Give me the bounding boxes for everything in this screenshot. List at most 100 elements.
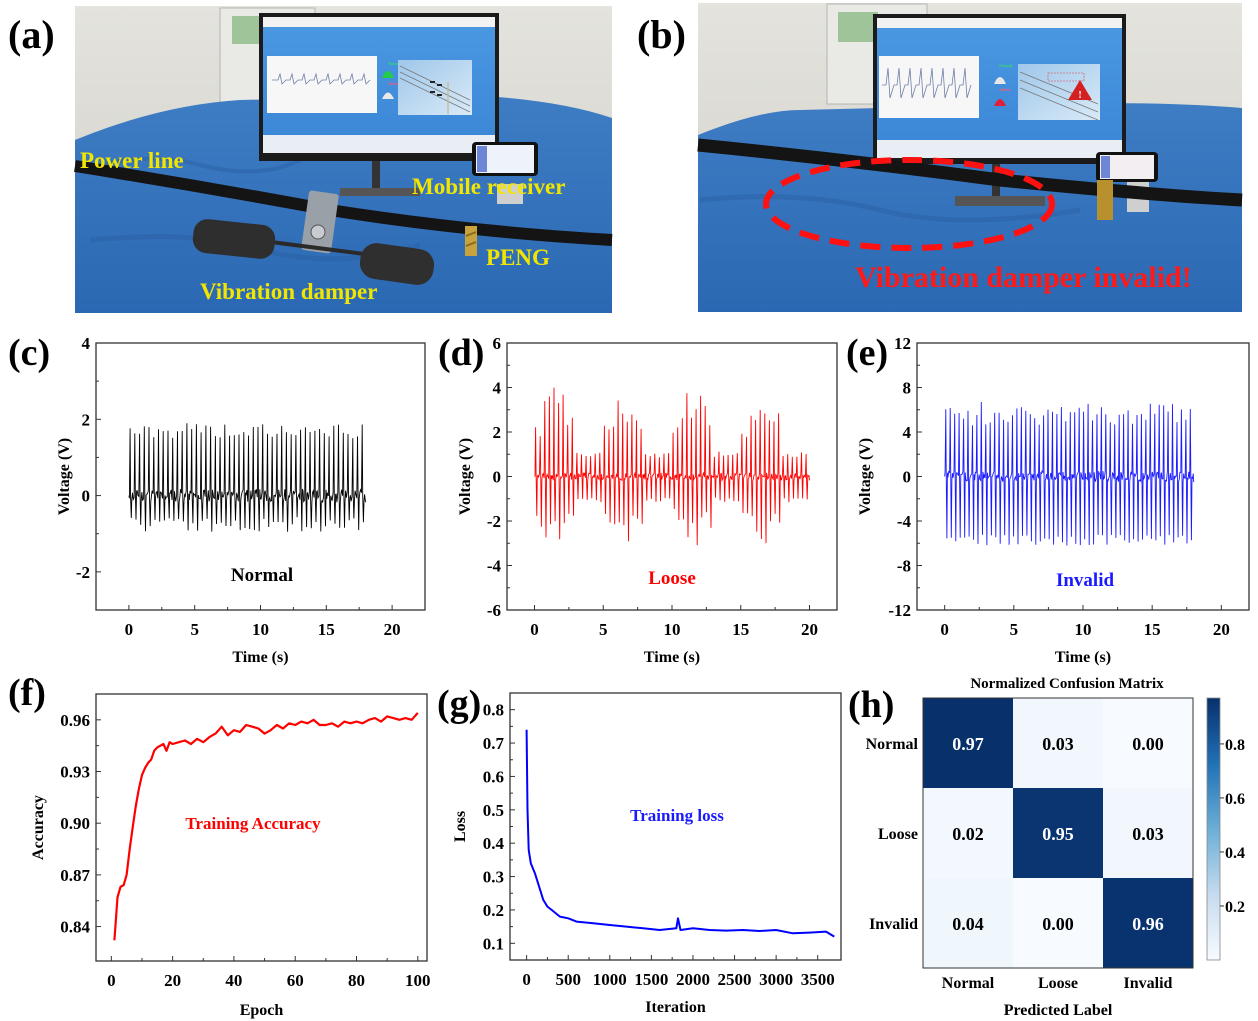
- x-axis-label: Time (s): [1055, 649, 1111, 666]
- grey-alarm-light-icon: [382, 92, 394, 99]
- monitor-stand: [955, 196, 1045, 206]
- y-tick-label: 2: [493, 423, 502, 442]
- y-tick-label: 0: [903, 468, 912, 487]
- y-axis-label: Loss: [452, 811, 469, 842]
- x-tick-label: 15: [1144, 620, 1161, 639]
- y-tick-label: -12: [888, 601, 911, 620]
- panel-d: (d) 0 5 10 15 20 -6 -4 -2 0 2 4 6 Time (s) Voltage (V…: [438, 332, 838, 666]
- x-tick-label: 15: [318, 620, 335, 639]
- screen-power-line-scene: [398, 60, 472, 115]
- voltage-series-line: [534, 387, 810, 546]
- chart-annotation: Invalid: [1056, 570, 1115, 591]
- panel-label-d: (d): [438, 332, 484, 374]
- heatmap-col-label: Invalid: [1124, 975, 1173, 992]
- missing-damper-highlight: [763, 157, 1055, 251]
- y-tick-label: -6: [487, 601, 501, 620]
- y-axis-label: Voltage (V): [56, 438, 73, 515]
- x-tick-label: 500: [555, 970, 581, 989]
- panel-label-g: (g): [437, 683, 481, 725]
- y-tick-label: 0.87: [60, 866, 90, 885]
- x-axis-label: Time (s): [644, 649, 700, 666]
- y-axis-label: Voltage (V): [857, 438, 874, 515]
- heatmap-cell-value: 0.03: [1042, 734, 1074, 754]
- colorbar: [1206, 697, 1221, 961]
- screen-waveform-panel: [267, 56, 377, 113]
- x-tick-label: 100: [405, 971, 431, 990]
- y-tick-label: 0.96: [60, 711, 90, 730]
- colorbar-tick-label: 0.6: [1225, 791, 1245, 808]
- heatmap-cell: [1103, 878, 1193, 968]
- chart-normal-voltage: 0 5 10 15 20 -2 0 2 4 Time (s) Voltage (V) Normal: [56, 334, 426, 666]
- x-tick-label: 1500: [634, 970, 668, 989]
- heatmap-cell: [1103, 698, 1193, 788]
- y-tick-label: -4: [487, 557, 502, 576]
- screen-status-normal: Normal: [999, 63, 1013, 68]
- chart-annotation: Training Accuracy: [185, 814, 321, 833]
- voltage-series-line: [128, 423, 367, 532]
- x-tick-label: 0: [125, 620, 134, 639]
- panel-a-photo: (a) Normal Alarm: [8, 6, 613, 313]
- panel-label-e: (e): [846, 332, 888, 374]
- damper-weight-right: [359, 243, 435, 285]
- colorbar-tick-label: 0.4: [1225, 845, 1245, 862]
- label-peng: PENG: [486, 245, 550, 270]
- chart-invalid-voltage: 0 5 10 15 20 -12 -8 -4 0 4 8 12 Time (s) Voltage (V) I…: [857, 334, 1250, 666]
- y-tick-label: -2: [487, 512, 501, 531]
- x-tick-label: 20: [164, 971, 181, 990]
- chart-training-loss: 0 500 1000 1500 2000 2500 3000 3500 0.1 0.2 0.3 0.4…: [452, 692, 842, 1016]
- y-tick-label: 0: [493, 468, 502, 487]
- x-tick-label: 15: [732, 620, 749, 639]
- x-tick-label: 20: [801, 620, 818, 639]
- heatmap-col-label: Normal: [942, 975, 995, 992]
- panel-b-photo: (b) Normal Alarm ! Vibra: [637, 3, 1243, 312]
- y-tick-label: 0.4: [483, 834, 505, 853]
- x-tick-label: 3500: [801, 970, 835, 989]
- red-alarm-light-icon: [994, 99, 1006, 106]
- heatmap-cell-value: 0.03: [1132, 824, 1164, 844]
- y-tick-label: -8: [897, 557, 911, 576]
- y-tick-label: 0.7: [483, 734, 505, 753]
- label-vibration-damper: Vibration damper: [200, 279, 377, 304]
- panel-h: (h) Normalized Confusion Matrix 0.97 0.03 0…: [848, 676, 1245, 1019]
- heatmap-cell: [1013, 788, 1103, 878]
- grey-alarm-light-icon: [994, 77, 1006, 84]
- x-tick-label: 5: [190, 620, 199, 639]
- y-tick-label: 0.93: [60, 763, 90, 782]
- y-tick-label: 4: [903, 423, 912, 442]
- y-axis-label: Voltage (V): [457, 438, 474, 515]
- panel-c: (c) 0 5 10 15 20 -2 0 2 4 Time (s) Voltage (V) Norm…: [8, 332, 426, 666]
- x-tick-label: 0: [530, 620, 539, 639]
- heatmap-cell-value: 0.02: [952, 824, 984, 844]
- heatmap-col-label: Loose: [1038, 975, 1078, 992]
- green-alarm-light-icon: [382, 71, 394, 78]
- x-tick-label: 1000: [593, 970, 627, 989]
- heatmap-row-label: Invalid: [869, 916, 918, 933]
- y-tick-label: 0.90: [60, 814, 90, 833]
- chart-training-accuracy: 0 20 40 60 80 100 0.84 0.87 0.90 0.93 0.96 Epoch Acc…: [30, 693, 431, 1019]
- label-power-line: Power line: [80, 148, 184, 173]
- heatmap-cell: [1013, 698, 1103, 788]
- x-tick-label: 2000: [676, 970, 710, 989]
- y-tick-label: 6: [493, 334, 502, 353]
- colorbar-tick-label: 0.8: [1225, 737, 1245, 754]
- chart-annotation: Normal: [231, 565, 293, 586]
- accuracy-series-line: [113, 712, 419, 941]
- x-tick-label: 20: [1213, 620, 1230, 639]
- y-tick-label: 12: [894, 334, 911, 353]
- x-tick-label: 2500: [718, 970, 752, 989]
- heatmap-cell: [1013, 878, 1103, 968]
- heatmap-cell: [923, 788, 1013, 878]
- x-tick-label: 10: [252, 620, 269, 639]
- label-mobile-receiver: Mobile receiver: [412, 174, 565, 199]
- heatmap-title: Normalized Confusion Matrix: [970, 676, 1164, 692]
- plot-frame: [95, 693, 428, 962]
- panel-g: (g) 0 500 1000 1500 2000 2500 3000 3500 0.1 0.2 0.…: [437, 683, 842, 1016]
- heatmap-cell-value: 0.96: [1132, 914, 1164, 934]
- panel-e: (e) 0 5 10 15 20 -12 -8 -4 0 4 8 12 Time (s) Voltage …: [846, 332, 1250, 666]
- x-tick-label: 60: [287, 971, 304, 990]
- x-tick-label: 10: [1075, 620, 1092, 639]
- x-axis-label: Time (s): [232, 649, 288, 666]
- x-tick-label: 80: [348, 971, 365, 990]
- x-tick-label: 0: [940, 620, 949, 639]
